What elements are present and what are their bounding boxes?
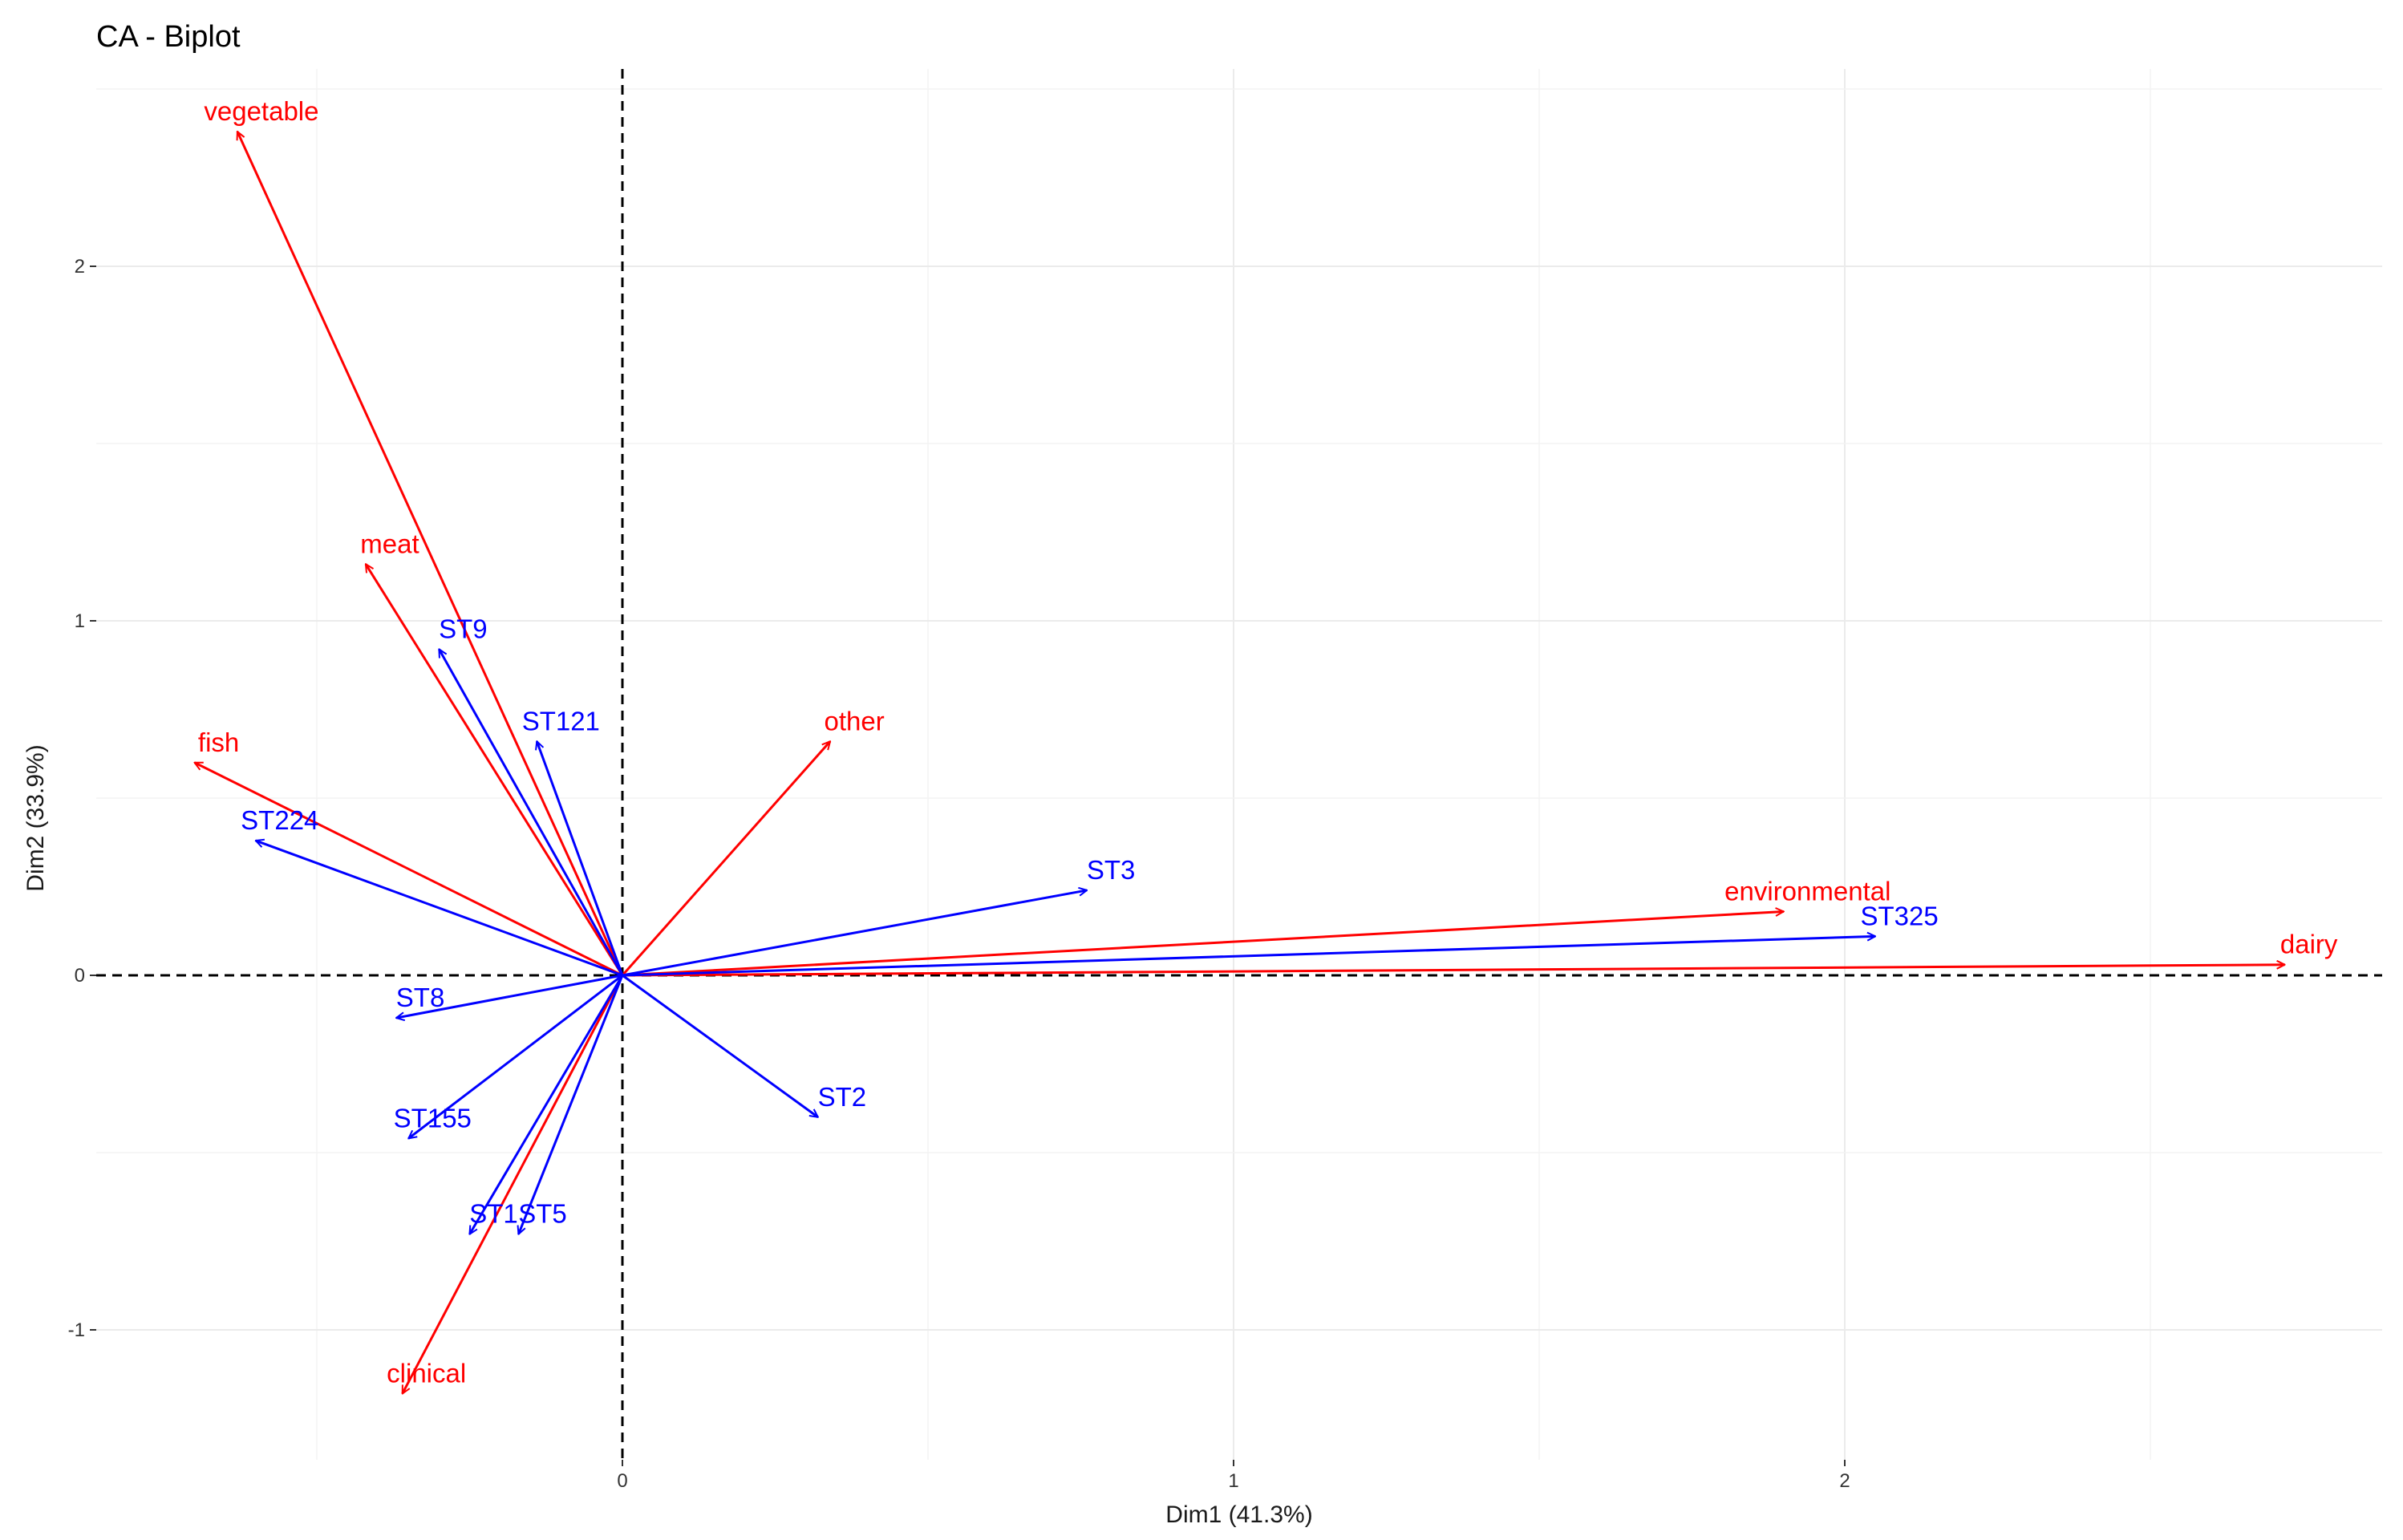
y-tick-label: -1 [68, 1319, 85, 1341]
vector-st325 [622, 936, 1875, 977]
vector-st155 [408, 974, 623, 1138]
vector-environmental [622, 911, 1784, 977]
vector-st9 [438, 649, 624, 976]
vector-clinical [401, 975, 624, 1394]
vector-st8 [396, 974, 623, 1018]
vector-meat [364, 564, 624, 976]
vector-label-meat: meat [360, 529, 419, 558]
vector-label-st5: ST5 [518, 1199, 567, 1229]
vector-label-st9: ST9 [439, 614, 488, 643]
chart-title: CA - Biplot [96, 20, 241, 54]
grid-lines [96, 69, 2382, 1460]
x-tick-label: 2 [1839, 1470, 1850, 1492]
vector-label-clinical: clinical [387, 1359, 466, 1388]
origin-lines [96, 69, 2382, 1460]
y-tick-label: 2 [75, 256, 85, 278]
vector-label-st8: ST8 [396, 983, 445, 1012]
vector-label-st155: ST155 [394, 1103, 472, 1133]
x-tick-label: 1 [1228, 1470, 1238, 1492]
vector-st1 [468, 975, 624, 1234]
vector-st3 [622, 890, 1087, 977]
vector-label-st325: ST325 [1860, 901, 1938, 930]
vector-label-environmental: environmental [1724, 876, 1890, 906]
vector-label-dairy: dairy [2280, 930, 2338, 959]
y-tick-label: 0 [75, 965, 85, 987]
vector-dairy [622, 965, 2285, 977]
tick-labels: 0 1 2 -1 0 1 2 [68, 256, 1850, 1492]
vector-label-st1: ST1 [469, 1199, 518, 1229]
vector-other [621, 741, 830, 976]
vector-st121 [537, 741, 624, 976]
vector-vegetable [237, 132, 624, 976]
x-tick-label: 0 [617, 1470, 627, 1492]
vector-label-st2: ST2 [818, 1082, 867, 1112]
y-tick-label: 1 [75, 610, 85, 632]
vector-st2 [622, 974, 818, 1117]
x-axis-title: Dim1 (41.3%) [1165, 1502, 1312, 1528]
y-axis-title: Dim2 (33.9%) [22, 744, 49, 891]
vector-label-st224: ST224 [241, 805, 318, 835]
vector-label-st121: ST121 [522, 706, 600, 736]
vector-label-other: other [824, 706, 884, 736]
vector-label-st3: ST3 [1087, 855, 1136, 885]
vector-label-fish: fish [198, 727, 239, 757]
vector-label-vegetable: vegetable [204, 96, 318, 126]
vector-st224 [256, 841, 623, 977]
vector-st5 [518, 975, 624, 1234]
vector-labels: vegetable meat fish other environmental dairy… [198, 96, 2338, 1388]
vector-fish [195, 761, 623, 977]
vector-arrows [195, 132, 2285, 1394]
